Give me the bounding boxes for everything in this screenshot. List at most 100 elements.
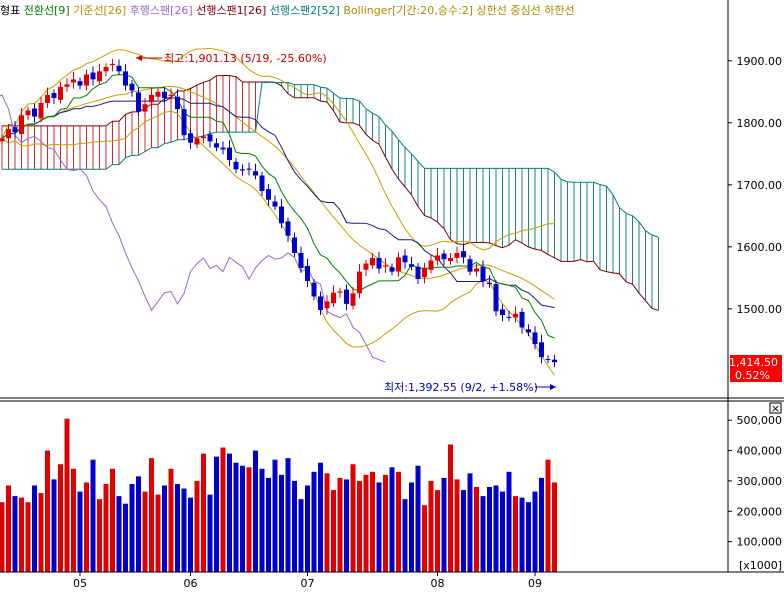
candle-body — [396, 257, 401, 272]
volume-axis: 100,000 200,000 300,000 400,000 500,000 — [728, 414, 783, 549]
candle-body — [90, 72, 96, 80]
date-tick-label: 09 — [528, 577, 542, 590]
candle-body — [0, 138, 5, 142]
price-tick-label: 1600.00 — [737, 241, 783, 254]
price-badge — [730, 355, 782, 382]
candle-body — [409, 264, 414, 267]
candle-body — [227, 147, 232, 160]
candle-body — [149, 94, 154, 103]
volume-tick-label: 500,000 — [737, 414, 783, 427]
legend-item: 하한선 — [541, 3, 575, 17]
candle-body — [97, 71, 102, 82]
candle-body — [155, 91, 161, 97]
volume-bar — [220, 447, 226, 572]
candle-body — [370, 257, 375, 266]
date-tick-label: 08 — [431, 577, 445, 590]
volume-bar — [331, 490, 336, 572]
price-plot-area — [0, 0, 728, 382]
candle-body — [51, 93, 57, 98]
volume-bar — [142, 491, 148, 572]
price-panel: 형표 전환선[9] 기준선[26] 후행스팬[26] 선행스팬1[26] 선행스… — [0, 0, 728, 394]
candle-body — [292, 237, 297, 254]
close-icon: × — [771, 402, 780, 415]
volume-tick-label: 200,000 — [737, 505, 783, 518]
candle-body — [110, 63, 115, 66]
arrow-left-icon — [136, 55, 142, 61]
candle-body — [188, 133, 193, 143]
high-annotation: 최고:1,901.13 (5/19, -25.60%) — [136, 52, 327, 65]
volume-bar — [51, 479, 57, 572]
volume-bar — [0, 502, 5, 572]
volume-bar — [136, 476, 141, 572]
leading-span-2-line — [2, 82, 659, 238]
candle-body — [513, 313, 518, 318]
volume-bar — [19, 497, 24, 572]
volume-bar — [90, 459, 96, 572]
volume-bar — [58, 464, 63, 572]
volume-tick-label: 400,000 — [737, 445, 783, 458]
low-label: 최저:1,392.55 (9/2, +1.58%) — [384, 381, 538, 394]
date-axis: 05 06 07 08 09 — [73, 572, 542, 590]
candle-body — [350, 293, 356, 306]
bollinger-middle-line — [1, 85, 555, 300]
volume-tick-label: 100,000 — [737, 536, 783, 549]
candle-body — [441, 253, 447, 260]
volume-bar — [71, 468, 76, 572]
volume-bar — [38, 493, 44, 572]
volume-bar — [461, 490, 466, 572]
volume-bar — [77, 491, 83, 572]
candle-body — [415, 266, 421, 280]
candle-body — [32, 108, 37, 117]
candle-body — [71, 79, 76, 83]
low-annotation: 최저:1,392.55 (9/2, +1.58%) — [384, 381, 556, 394]
volume-bar — [318, 462, 323, 572]
volume-bar — [116, 496, 122, 572]
volume-bar — [467, 473, 473, 572]
candle-body — [311, 282, 317, 297]
volume-bar — [526, 502, 531, 572]
volume-bar — [396, 471, 401, 572]
candle-body — [383, 265, 388, 267]
volume-bar — [246, 467, 252, 572]
volume-bar — [448, 444, 453, 572]
volume-bar — [519, 497, 525, 572]
volume-bar — [474, 487, 479, 572]
volume-panel — [0, 418, 557, 572]
volume-bar — [454, 479, 460, 572]
candle-body — [58, 86, 63, 100]
volume-tick-label: 300,000 — [737, 475, 783, 488]
volume-bar — [272, 459, 278, 572]
legend-item: 중심선 — [507, 4, 541, 17]
close-volume-panel-button[interactable]: × — [769, 402, 782, 415]
candle-body — [474, 268, 479, 272]
candle-body — [246, 168, 252, 170]
candle-body — [259, 175, 265, 191]
volume-bar — [344, 479, 349, 572]
candle-body — [181, 109, 187, 136]
candle-body — [142, 104, 148, 112]
volume-bar — [402, 499, 408, 572]
legend: 형표 전환선[9] 기준선[26] 후행스팬[26] 선행스팬1[26] 선행스… — [0, 3, 575, 17]
current-price-box: 1,414.50 0.52% — [729, 355, 782, 382]
candle-body — [545, 359, 551, 361]
candle-body — [402, 255, 408, 263]
candle-body — [526, 329, 531, 333]
volume-bar — [123, 503, 128, 572]
volume-bar — [201, 453, 206, 572]
candle-body — [207, 134, 213, 142]
candle-body — [175, 96, 180, 110]
candle-body — [220, 147, 226, 150]
candle-body — [448, 257, 453, 262]
volume-bar — [383, 474, 388, 572]
candle-body — [493, 284, 499, 312]
volume-bar — [175, 483, 180, 572]
price-change: 0.52% — [735, 369, 770, 382]
candle-body — [461, 251, 466, 258]
candle-body — [123, 71, 128, 86]
volume-bars — [0, 418, 557, 572]
volume-bar — [103, 483, 109, 572]
volume-bar — [25, 502, 31, 572]
volume-bar — [506, 471, 512, 572]
candle-body — [19, 115, 24, 134]
volume-bar — [233, 462, 239, 572]
